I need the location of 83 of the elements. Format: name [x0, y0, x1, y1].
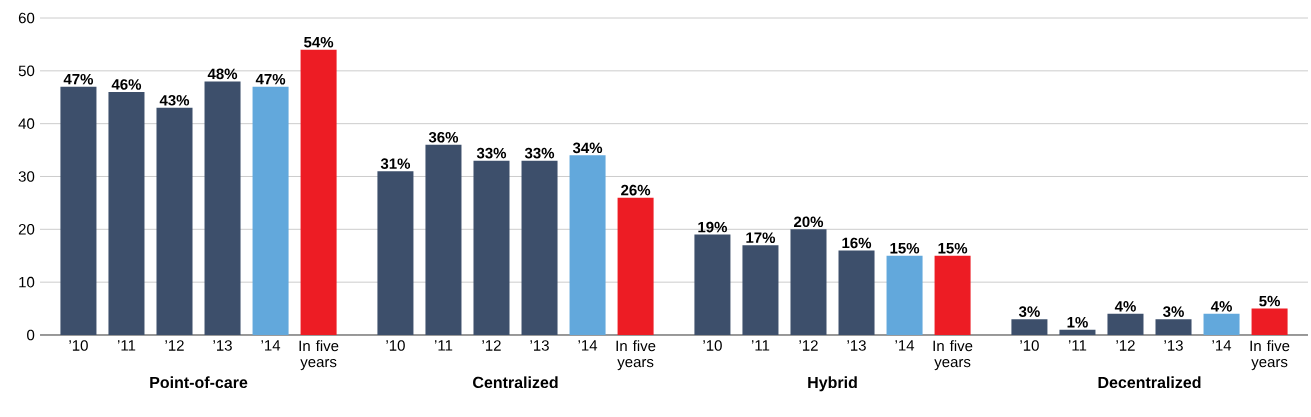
bar	[204, 81, 241, 335]
data-label: 17%	[746, 232, 776, 243]
y-tick-label: 60	[18, 12, 35, 24]
x-tick-label: ’10	[703, 340, 722, 351]
x-tick-label: ’10	[69, 340, 88, 351]
bar	[377, 171, 414, 335]
y-tick-label: 30	[18, 171, 35, 182]
y-tick-label: 50	[18, 65, 35, 77]
bar	[569, 155, 606, 335]
data-label: 47%	[63, 73, 94, 85]
x-tick-label: ’14	[895, 340, 915, 351]
data-label: 20%	[794, 216, 824, 228]
x-tick-label: ’11	[117, 340, 136, 351]
x-tick-label: ’11	[434, 340, 453, 351]
y-tick-label: 0	[27, 329, 35, 341]
data-label: 33%	[476, 147, 507, 159]
data-label: 1%	[1067, 316, 1088, 328]
data-label: 43%	[159, 94, 190, 106]
x-tick-label: In five years	[299, 340, 339, 371]
x-tick-label: ’10	[1020, 340, 1039, 351]
x-tick-label: In five years	[616, 340, 656, 371]
bar	[521, 160, 558, 335]
bar	[886, 255, 923, 335]
bar	[838, 250, 875, 335]
bar	[156, 107, 193, 335]
y-tick-label: 20	[18, 224, 35, 235]
x-axis-title: Hybrid	[808, 376, 857, 392]
x-tick-label: In five years	[933, 340, 973, 371]
bar	[1059, 329, 1096, 335]
data-label: 4%	[1114, 301, 1136, 312]
x-tick-label: ’12	[1116, 340, 1135, 351]
data-label: 3%	[1163, 306, 1184, 317]
x-tick-label: ’14	[1212, 340, 1232, 351]
data-label: 15%	[938, 242, 968, 254]
data-label: 16%	[842, 237, 872, 249]
x-tick-label: ’12	[799, 340, 818, 351]
x-tick-label: ’14	[578, 340, 598, 351]
data-label: 46%	[111, 79, 142, 90]
x-tick-label: ’11	[1068, 340, 1087, 351]
y-tick-label: 10	[19, 276, 35, 288]
data-label: 3%	[1018, 306, 1040, 317]
x-tick-label: ’13	[530, 340, 549, 351]
x-tick-label: ’12	[165, 340, 184, 351]
x-axis-title: Decentralized	[1098, 376, 1201, 389]
data-label: 4%	[1210, 301, 1232, 312]
x-tick-label: ’14	[261, 340, 281, 351]
data-label: 33%	[524, 147, 555, 159]
x-tick-label: ’13	[847, 340, 866, 351]
bar	[473, 160, 510, 335]
bar	[742, 245, 779, 335]
x-tick-label: ’13	[1164, 340, 1183, 351]
data-label: 19%	[698, 221, 728, 233]
bar	[1011, 319, 1048, 335]
bar	[1203, 313, 1240, 335]
data-label: 5%	[1259, 295, 1281, 307]
data-label: 15%	[890, 242, 920, 254]
x-tick-label: ’11	[751, 340, 770, 351]
data-label: 26%	[621, 184, 651, 196]
bar	[1251, 308, 1288, 335]
x-tick-label: ’10	[386, 340, 405, 351]
data-label: 34%	[572, 142, 603, 154]
bar	[934, 255, 971, 335]
data-label: 54%	[304, 36, 334, 48]
bar	[425, 144, 462, 335]
y-tick-label: 40	[18, 118, 35, 129]
data-label: 48%	[207, 68, 238, 80]
data-label: 36%	[428, 131, 459, 143]
x-tick-label: In five years	[1250, 340, 1290, 371]
bar	[60, 86, 97, 335]
data-label: 31%	[380, 158, 411, 170]
x-tick-label: ’13	[213, 340, 232, 351]
bar	[300, 49, 337, 335]
bar	[1107, 313, 1144, 335]
x-axis-title: Point-of-care	[150, 376, 248, 389]
x-axis-title: Centralized	[473, 376, 558, 389]
data-label: 47%	[255, 73, 286, 85]
bar	[617, 197, 654, 335]
bar	[108, 91, 145, 335]
bar	[252, 86, 289, 335]
bar	[694, 234, 731, 335]
x-tick-label: ’12	[482, 340, 501, 351]
bar	[790, 229, 827, 335]
bar	[1155, 319, 1192, 335]
